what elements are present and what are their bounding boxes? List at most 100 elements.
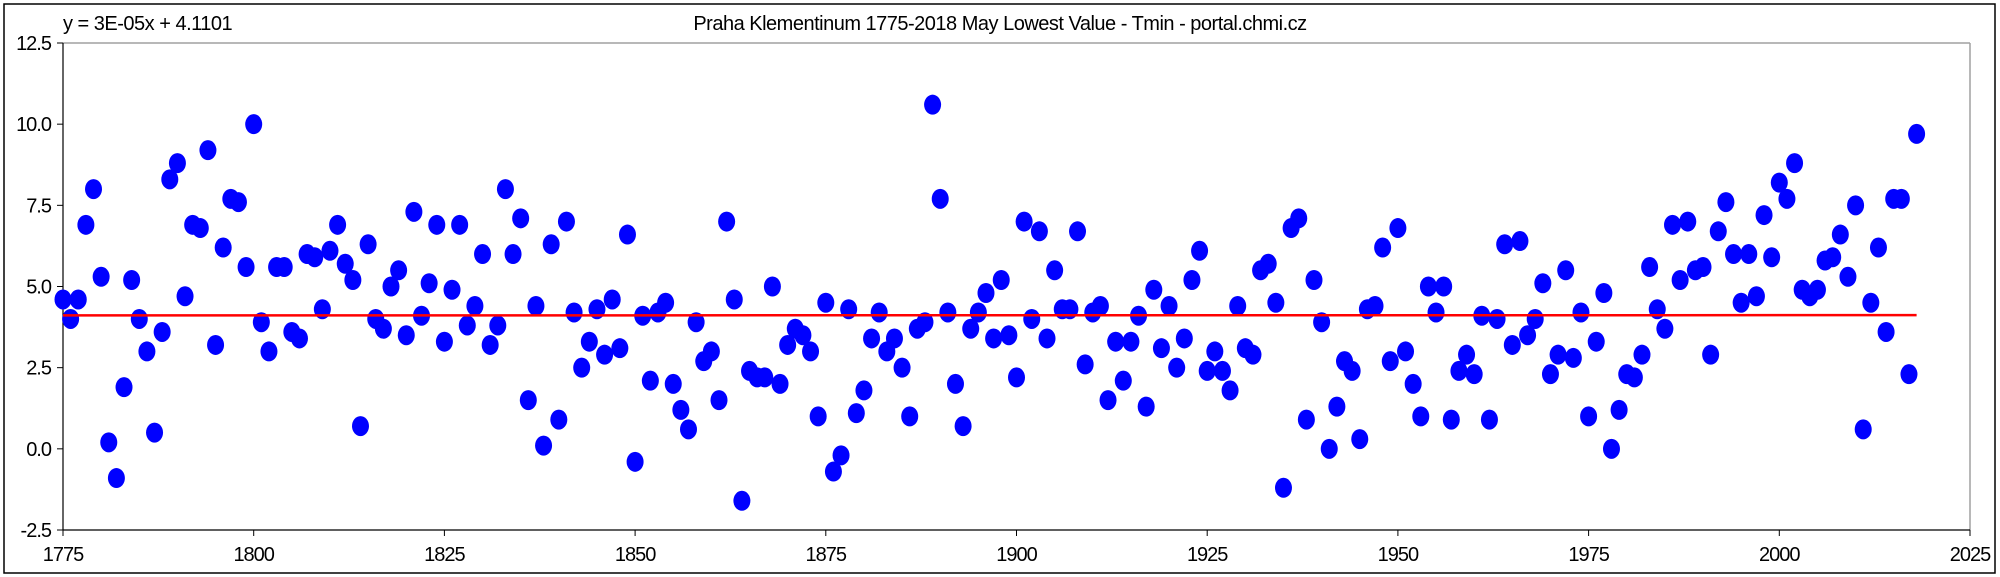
data-point [351,416,369,437]
data-point [847,403,865,424]
data-point [252,312,270,333]
data-point [870,302,888,323]
data-point [718,211,736,232]
data-point [1259,253,1277,274]
data-point [374,318,392,339]
data-point [1107,331,1125,352]
data-point [1786,153,1804,174]
data-point [359,234,377,255]
data-point [329,214,347,235]
data-point [1381,351,1399,372]
data-point [504,244,522,265]
data-point [1534,273,1552,294]
trendline-equation: y = 3E-05x + 4.1101 [63,13,233,35]
data-point [1908,123,1926,144]
data-point [123,270,141,291]
data-point [1244,344,1262,365]
data-point [550,409,568,430]
data-point [1709,221,1727,242]
data-point [260,341,278,362]
data-point [1442,409,1460,430]
data-point [1320,438,1338,459]
data-point [1114,370,1132,391]
data-point [1183,270,1201,291]
data-point [1763,247,1781,268]
data-point [1725,244,1743,265]
data-point [1145,279,1163,300]
x-tick-label: 2025 [1950,544,1991,566]
data-point [1374,237,1392,258]
y-tick-label: 10.0 [16,114,52,136]
data-point [977,282,995,303]
data-point [1023,308,1041,329]
data-point [146,422,164,443]
data-point [191,218,209,239]
data-point [1206,341,1224,362]
data-point [1572,302,1590,323]
y-tick-label: 2.5 [26,358,52,380]
data-point [1488,308,1506,329]
data-point [168,153,186,174]
data-point [115,377,133,398]
data-point [1839,266,1857,287]
data-point [1450,360,1468,381]
x-tick-label: 1950 [1378,544,1419,566]
data-point [535,435,553,456]
data-point [1389,218,1407,239]
data-point [1343,360,1361,381]
data-point [130,308,148,329]
x-tick-label: 1975 [1568,544,1609,566]
data-point [733,490,751,511]
data-point [1351,429,1369,450]
data-point [1831,224,1849,245]
data-point [100,432,118,453]
data-point [1404,373,1422,394]
data-point [985,328,1003,349]
data-point [138,341,156,362]
data-point [962,318,980,339]
data-point [1038,328,1056,349]
data-point [344,270,362,291]
data-point [1702,344,1720,365]
data-point [1175,328,1193,349]
data-point [527,295,545,316]
data-point [397,325,415,346]
data-point [390,260,408,281]
data-point [1458,344,1476,365]
data-point [1168,357,1186,378]
data-point [618,224,636,245]
data-point [1862,292,1880,313]
data-point [474,244,492,265]
x-tick-label: 2000 [1759,544,1800,566]
data-point [1557,260,1575,281]
data-point [443,279,461,300]
data-point [481,334,499,355]
data-point [1046,260,1064,281]
data-point [1892,188,1910,209]
data-point [1602,438,1620,459]
data-point [1099,390,1117,411]
data-point [519,390,537,411]
data-point [1519,325,1537,346]
data-point [1694,257,1712,278]
data-point [1366,295,1384,316]
data-point [664,373,682,394]
data-point [756,367,774,388]
data-point [771,373,789,394]
data-point [336,253,354,274]
data-point [603,289,621,310]
data-point [428,214,446,235]
data-point [679,419,697,440]
y-tick-label: 7.5 [26,195,52,217]
data-point [1656,318,1674,339]
y-tick-label: 5.0 [26,277,52,299]
data-point [1221,380,1239,401]
data-point [657,292,675,313]
data-point [1717,192,1735,213]
data-point [54,289,72,310]
data-point [901,406,919,427]
data-point [92,266,110,287]
data-point [1671,270,1689,291]
data-point [1328,396,1346,417]
